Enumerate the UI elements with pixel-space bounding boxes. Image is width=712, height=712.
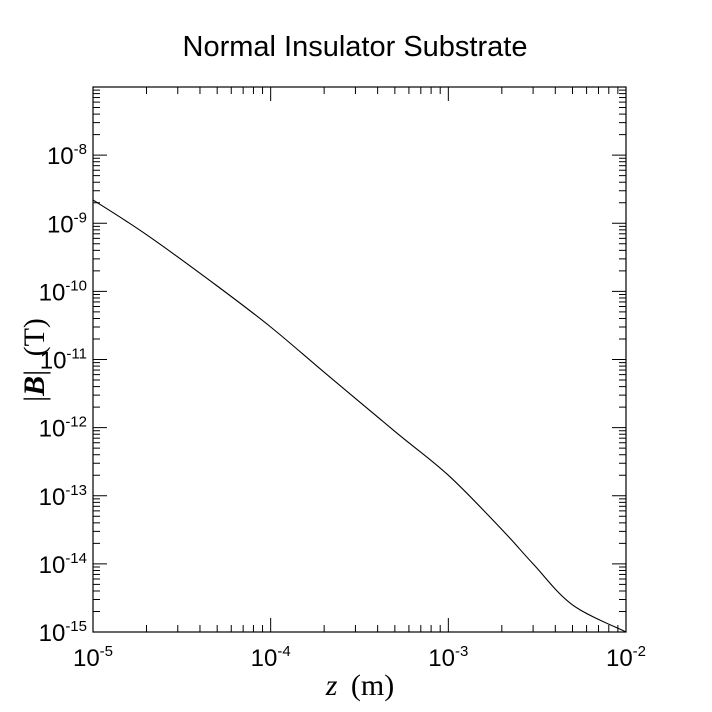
x-tick-label: 10-5 <box>73 643 113 672</box>
plot-frame <box>92 86 627 633</box>
y-tick-label: 10-11 <box>40 346 87 375</box>
x-axis-label: z (m) <box>325 669 395 702</box>
y-tick-label: 10-12 <box>39 414 87 443</box>
y-axis-var: B <box>18 376 51 397</box>
series-line <box>92 199 627 633</box>
y-tick-label: 10-14 <box>39 550 87 579</box>
y-tick-label: 10-10 <box>39 277 87 306</box>
y-tick-label: 10-13 <box>39 482 87 511</box>
y-axis-bar-left: | <box>18 396 51 402</box>
y-axis-label: |B| (T) <box>18 318 51 402</box>
y-tick-label: 10-8 <box>47 141 87 170</box>
x-axis-unit: (m) <box>351 669 394 702</box>
y-axis-unit: (T) <box>18 318 51 356</box>
x-tick-label: 10-3 <box>428 643 468 672</box>
x-tick-label: 10-4 <box>251 643 291 672</box>
y-tick-label: 10-15 <box>39 618 87 647</box>
chart-title: Normal Insulator Substrate <box>183 31 528 63</box>
y-axis-bar-right: | <box>18 370 51 376</box>
x-tick-label: 10-2 <box>606 643 646 672</box>
y-tick-label: 10-9 <box>47 209 87 238</box>
x-axis-var: z <box>325 669 338 702</box>
